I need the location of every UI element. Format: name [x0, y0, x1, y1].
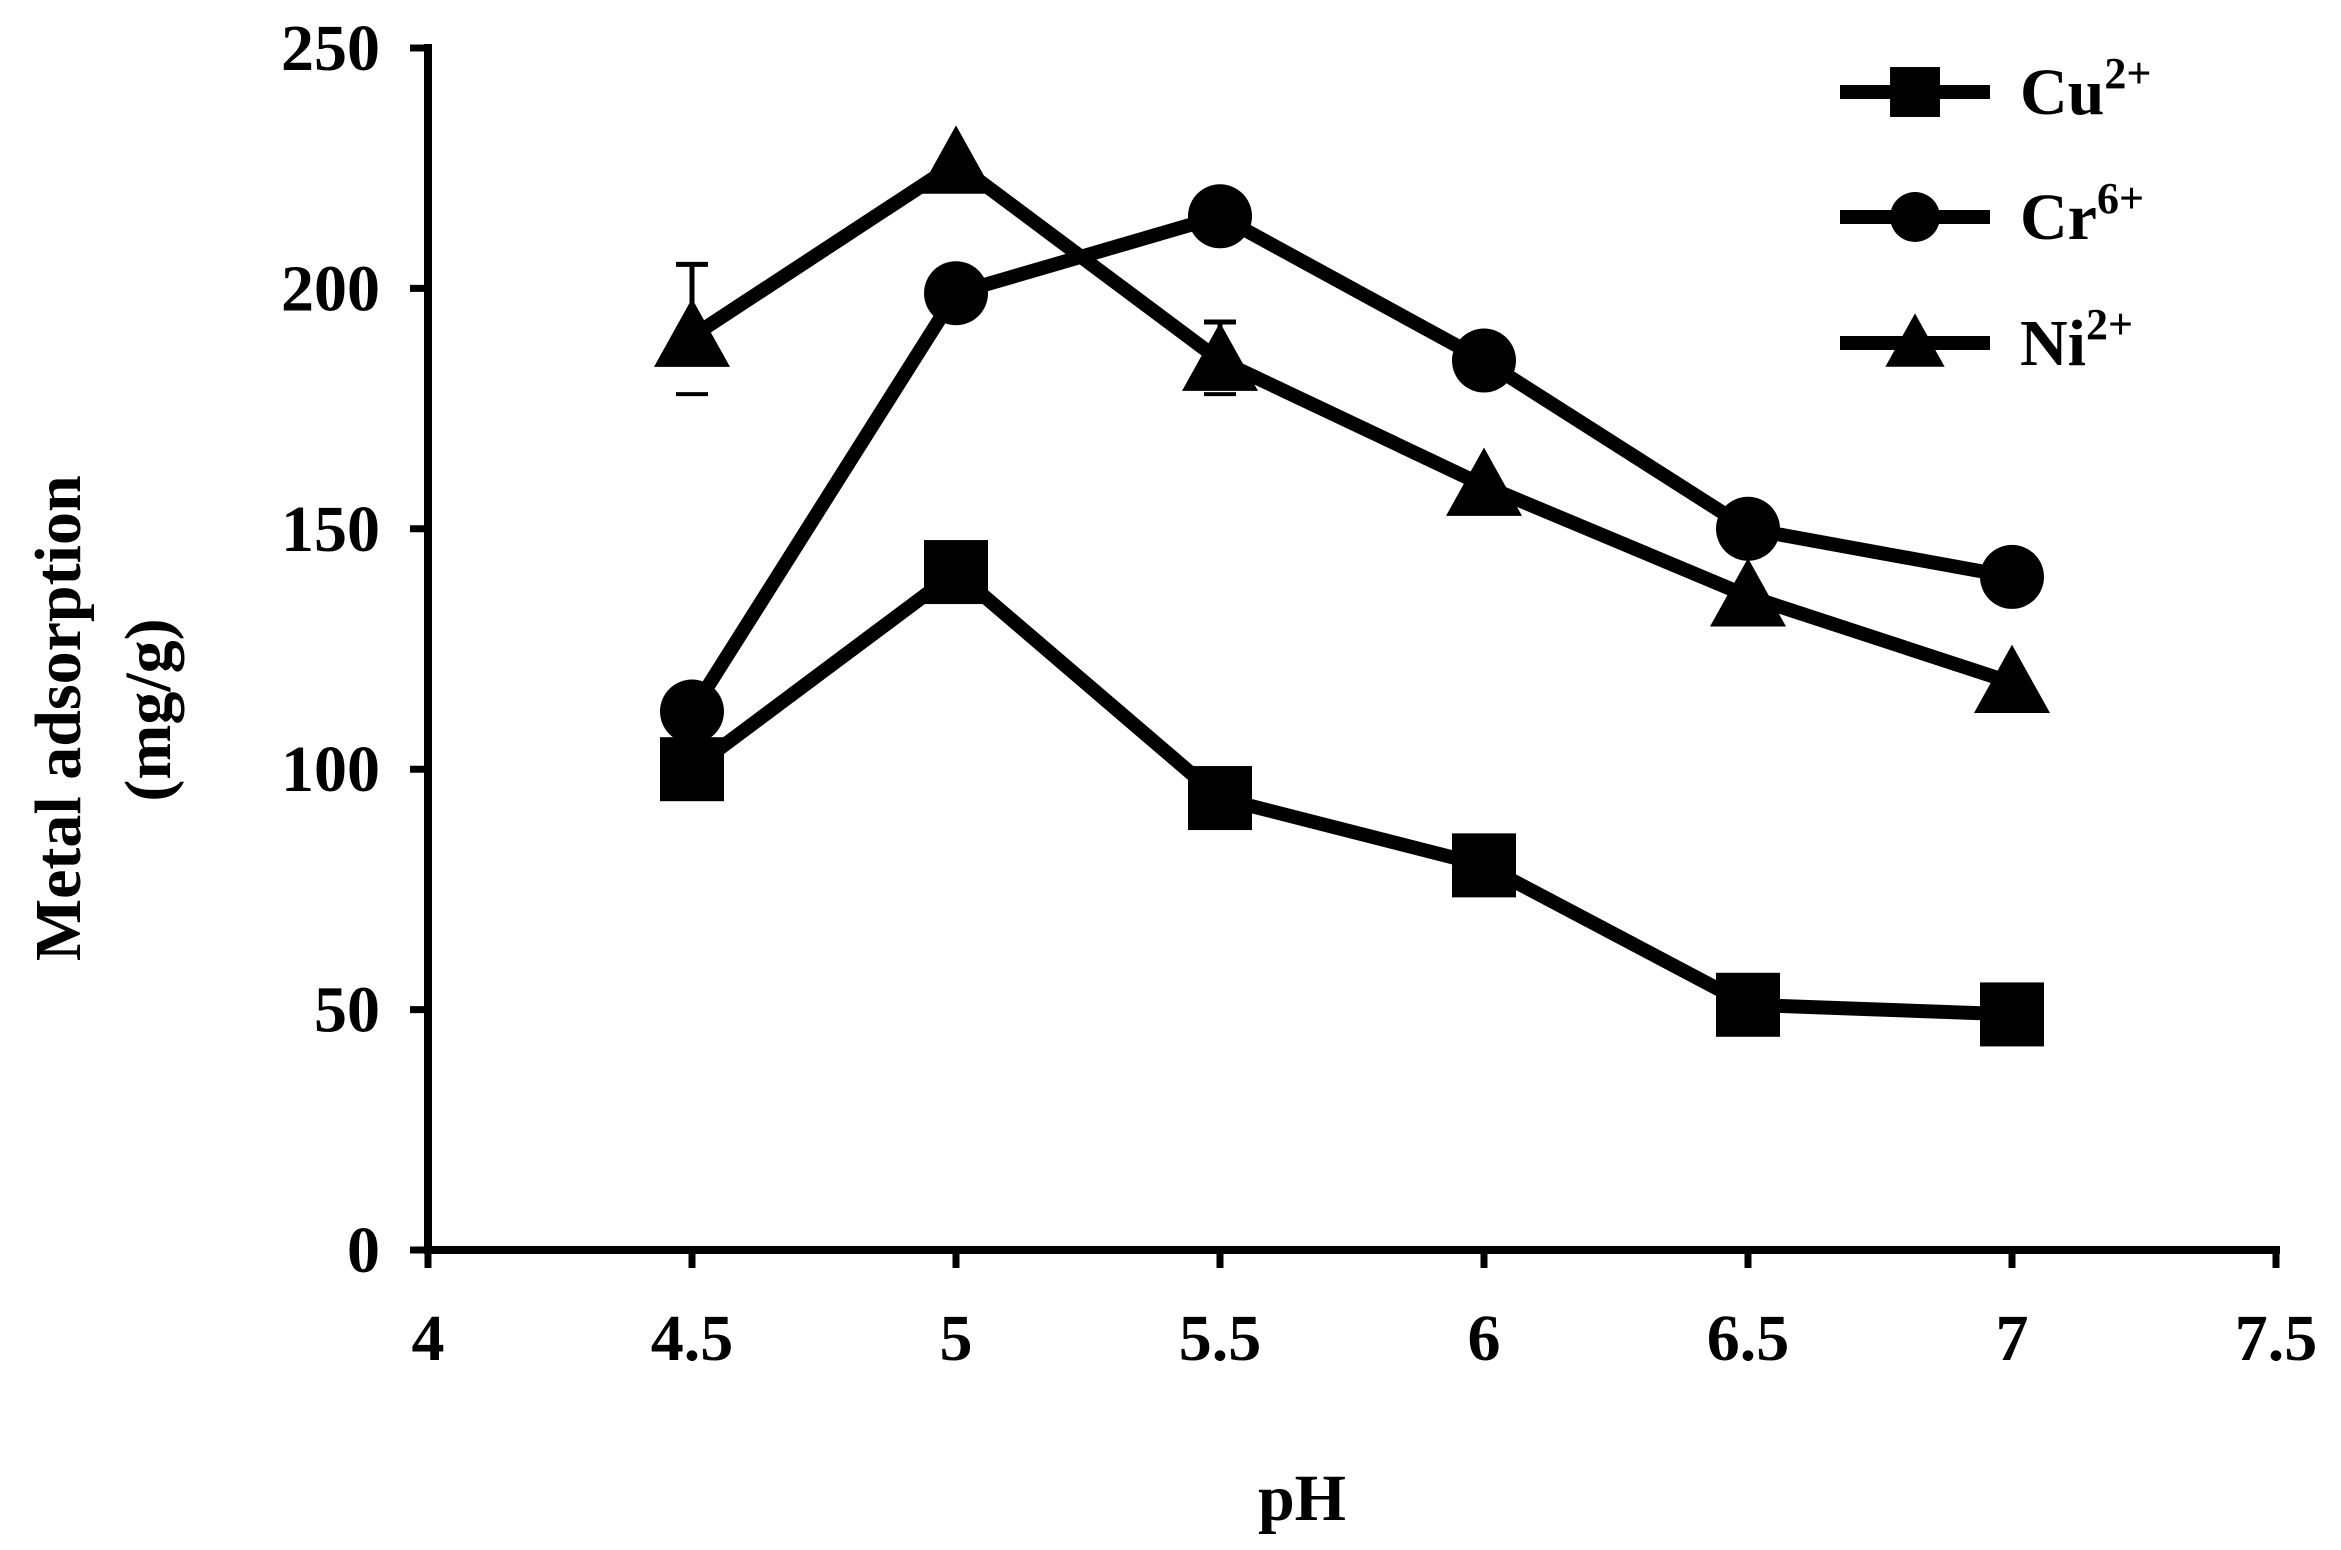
marker-triangle	[1182, 322, 1258, 391]
x-tick-label: 4	[412, 1302, 445, 1375]
marker-square	[1452, 833, 1516, 898]
series-line	[687, 565, 2013, 1022]
y-tick-label: 150	[281, 493, 380, 566]
marker-square	[1890, 67, 1940, 117]
marker-triangle	[918, 125, 994, 194]
legend-item: Ni2+	[1840, 300, 2133, 380]
marker-circle	[1980, 544, 2044, 609]
y-tick-label: 100	[281, 733, 380, 806]
axes: 4 4.5 5 5.5 6 6.5 7 7.5 0 50 100 150 200 250	[281, 12, 2317, 1375]
marker-triangle	[1974, 644, 2050, 714]
legend-label: Cr6+	[2020, 174, 2144, 254]
y-tick-label: 250	[281, 12, 380, 85]
series-line	[686, 209, 2014, 716]
marker-square	[924, 540, 988, 605]
marker-circle	[1716, 496, 1780, 561]
x-tick-label: 7	[1996, 1302, 2029, 1375]
marker-circle	[1188, 184, 1252, 249]
legend-label: Cu2+	[2020, 49, 2151, 129]
legend-label-base: Cu	[2020, 56, 2104, 129]
x-tick-label: 7.5	[2235, 1302, 2318, 1375]
y-axis-title-line1: Metal adsorption	[22, 475, 95, 961]
x-axis-title: pH	[1258, 1462, 1346, 1535]
legend-item: Cr6+	[1840, 174, 2144, 254]
marker-circle	[1890, 192, 1940, 242]
legend-label-superscript: 6+	[2097, 174, 2144, 223]
marker-triangle	[654, 298, 730, 367]
legend-label-base: Ni	[2020, 307, 2086, 380]
marker-triangle	[1710, 558, 1786, 627]
marker-triangle	[1446, 447, 1522, 516]
marker-circle	[660, 679, 724, 744]
series-line	[688, 156, 2015, 690]
y-axis-title: Metal adsorption (mg/g)	[22, 459, 185, 961]
marker-square	[1716, 972, 1780, 1037]
series-triangle	[654, 125, 2050, 714]
legend: Cu2+Cr6+Ni2+	[1840, 49, 2151, 380]
x-tick-label: 5	[940, 1302, 973, 1375]
marker-square	[660, 737, 724, 802]
marker-square	[1188, 766, 1252, 831]
series-layer	[654, 125, 2050, 1047]
series-square	[660, 540, 2044, 1047]
marker-square	[1980, 982, 2044, 1047]
legend-item: Cu2+	[1840, 49, 2151, 129]
y-axis-title-line2: (mg/g)	[112, 618, 185, 801]
x-tick-label: 6.5	[1707, 1302, 1790, 1375]
legend-label-superscript: 2+	[2104, 49, 2151, 98]
y-tick-label: 0	[347, 1214, 380, 1287]
y-tick-label: 200	[281, 252, 380, 325]
legend-label-superscript: 2+	[2086, 300, 2133, 349]
legend-label-base: Cr	[2020, 181, 2097, 254]
x-tick-label: 4.5	[651, 1302, 734, 1375]
x-tick-label: 6	[1468, 1302, 1501, 1375]
legend-label: Ni2+	[2020, 300, 2133, 380]
y-tick-label: 50	[314, 974, 380, 1047]
marker-triangle	[1885, 313, 1945, 367]
x-tick-label: 5.5	[1179, 1302, 1262, 1375]
series-circle	[660, 184, 2044, 744]
marker-circle	[924, 261, 988, 326]
marker-circle	[1452, 328, 1516, 393]
